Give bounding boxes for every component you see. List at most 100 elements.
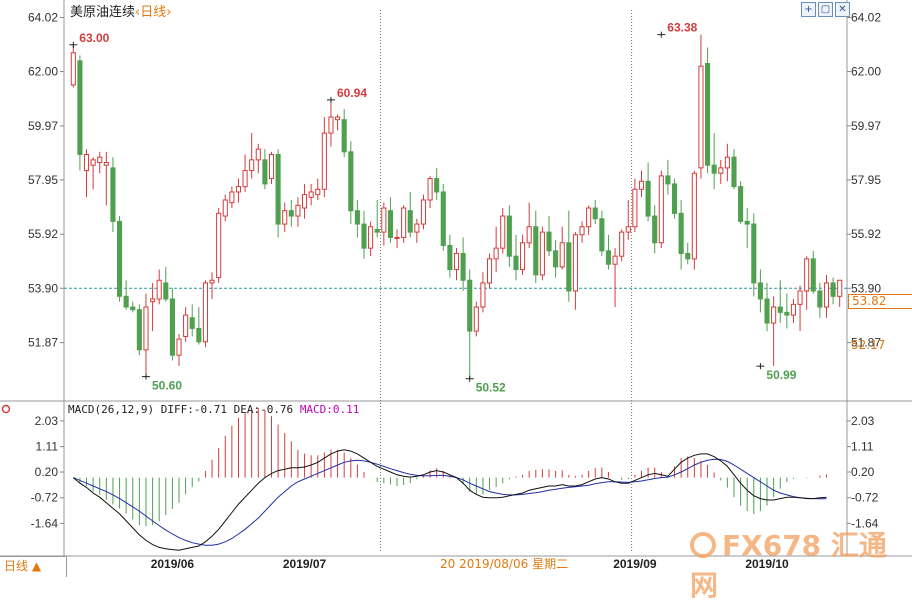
candle — [368, 221, 374, 257]
candle-body — [467, 279, 473, 332]
candle-body — [361, 223, 367, 249]
candle-body — [453, 253, 460, 271]
candle — [374, 199, 380, 238]
candle — [189, 304, 195, 337]
candle — [216, 208, 222, 283]
candle-body — [605, 250, 612, 265]
candle-body — [123, 295, 129, 308]
extreme-label: 63.00 — [79, 31, 109, 45]
macd-tick-label-right: 0.20 — [851, 465, 875, 479]
lower-price-box: 52.17 — [851, 338, 886, 352]
candle-body — [579, 226, 585, 236]
candle-body — [295, 204, 301, 217]
candle-body — [837, 279, 843, 297]
candle-body — [751, 223, 757, 284]
candle-body — [268, 153, 275, 180]
candle-body — [738, 186, 744, 222]
period-tab[interactable]: 日线 ▲ — [0, 556, 67, 577]
candle — [176, 333, 182, 366]
macd-tick-label-right: -0.72 — [851, 491, 879, 505]
candle — [117, 216, 123, 302]
candle-body — [156, 279, 162, 300]
zoom-in-button[interactable]: + — [801, 2, 816, 17]
candle-body — [407, 210, 413, 233]
candle-body — [401, 207, 407, 238]
candle — [268, 151, 275, 184]
y-tick-label-right: 64.02 — [851, 10, 881, 24]
candle-body — [810, 258, 816, 292]
candle-body — [368, 226, 374, 249]
candle — [513, 234, 519, 281]
candle-body — [222, 199, 228, 217]
candle-body — [196, 327, 202, 343]
candle — [275, 149, 281, 238]
candle — [526, 202, 532, 249]
candle — [473, 301, 479, 337]
candle-body — [559, 242, 565, 268]
macd-hist-value: MACD:0.11 — [299, 403, 360, 416]
candle — [315, 178, 321, 200]
y-tick-label-left: 55.92 — [28, 227, 58, 241]
macd-tick-label-right: 2.03 — [851, 414, 875, 428]
candle-body — [823, 282, 830, 308]
y-tick-label-right: 55.92 — [851, 227, 881, 241]
candle — [150, 282, 156, 332]
candle-body — [202, 282, 208, 343]
close-button[interactable]: ✕ — [835, 2, 850, 17]
candle — [282, 202, 288, 233]
candle-body — [447, 244, 453, 271]
fx678-logo-icon — [690, 532, 716, 558]
candle-body — [711, 164, 717, 174]
extreme-label: 50.99 — [766, 368, 796, 382]
candle — [196, 307, 202, 345]
candle — [559, 226, 565, 270]
candle-body — [520, 242, 526, 271]
current-price-box: 53.82 — [848, 294, 912, 309]
candle-body — [797, 290, 803, 305]
candle — [612, 248, 618, 308]
candle — [797, 285, 803, 332]
candle — [90, 157, 96, 190]
candle — [301, 183, 308, 219]
candle-body — [546, 231, 552, 252]
candle-body — [705, 63, 711, 166]
candle-body — [790, 303, 796, 316]
candle — [685, 242, 691, 265]
candle — [427, 175, 433, 209]
macd-indicator-label: MACD(26,12,9) DIFF:-0.71 DEA:-0.76 MACD:… — [68, 403, 359, 416]
candle — [394, 229, 400, 249]
candle — [810, 250, 816, 294]
candle-body — [103, 162, 109, 166]
candle-body — [480, 282, 486, 308]
candle-body — [136, 309, 142, 351]
candle-body — [757, 282, 763, 300]
candle — [361, 210, 367, 259]
y-tick-label-left: 57.95 — [28, 173, 58, 187]
candle — [447, 234, 453, 278]
candle — [645, 162, 651, 222]
candle — [242, 154, 248, 192]
candle-body — [374, 228, 380, 233]
candle-body — [599, 218, 605, 252]
candle-body — [804, 258, 810, 292]
candle — [757, 269, 763, 313]
candle-body — [216, 212, 222, 279]
x-tick-label: 2019/06 — [151, 557, 195, 571]
candle — [500, 208, 506, 254]
candle-body — [315, 188, 321, 196]
candle — [705, 47, 711, 174]
candle-body — [817, 290, 823, 308]
candle — [460, 237, 466, 291]
candle-body — [183, 314, 189, 337]
extreme-label: 60.94 — [337, 86, 367, 100]
restore-button[interactable]: ▢ — [818, 2, 833, 17]
candle — [486, 253, 493, 289]
candle-body — [255, 148, 261, 161]
candle-body — [130, 306, 136, 311]
candle — [744, 208, 750, 249]
candle — [77, 55, 83, 171]
diff-line — [72, 449, 827, 551]
candle — [718, 159, 724, 184]
candle-body — [308, 191, 314, 198]
chart-title: 美原油连续‹日线› — [70, 1, 171, 20]
